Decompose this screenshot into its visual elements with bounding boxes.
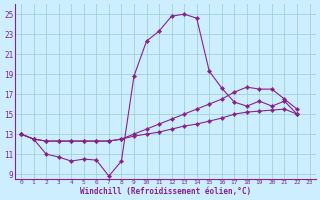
- X-axis label: Windchill (Refroidissement éolien,°C): Windchill (Refroidissement éolien,°C): [80, 187, 251, 196]
